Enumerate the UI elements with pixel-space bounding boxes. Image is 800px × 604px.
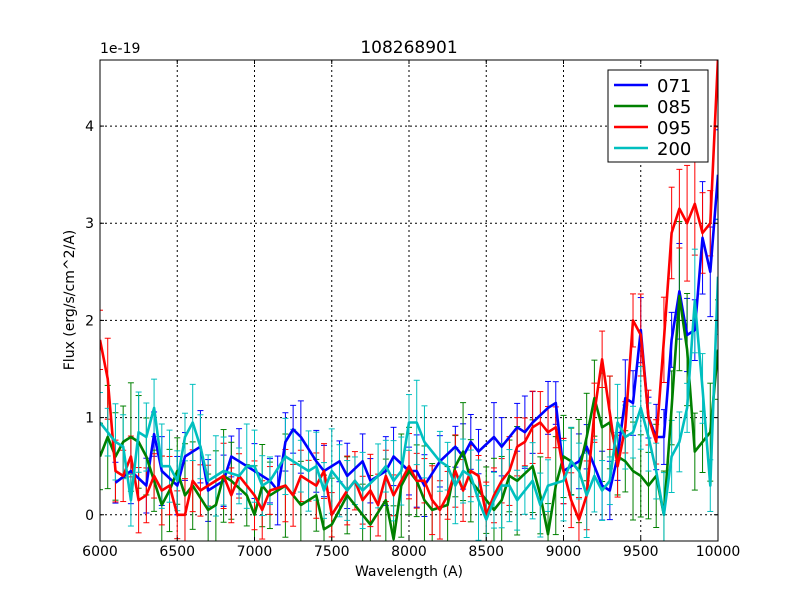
y-offset-label: 1e-19 [100,41,140,57]
x-tick-label: 9000 [546,544,582,560]
legend-label-071: 071 [657,76,691,97]
x-tick-label: 8000 [391,544,427,560]
axis-ticks: 6000 6500 7000 7500 8000 8500 9000 9500 10000 0 1 2… [82,60,740,560]
x-tick-label: 7500 [314,544,350,560]
x-tick-label: 6500 [159,544,195,560]
legend-label-095: 095 [657,118,691,139]
y-tick-label: 1 [85,411,94,427]
series-line-095 [100,60,718,521]
x-tick-label: 8500 [468,544,504,560]
y-tick-label: 3 [85,216,94,232]
y-tick-label: 4 [85,119,94,135]
x-tick-label: 10000 [696,544,741,560]
x-tick-label: 7000 [237,544,273,560]
y-tick-label: 0 [85,508,94,524]
x-tick-label: 6000 [82,544,118,560]
x-tick-label: 9500 [623,544,659,560]
x-axis-label: Wavelength (A) [355,564,463,580]
series-line-085 [100,294,718,541]
series-line-200 [100,276,718,521]
y-tick-label: 2 [85,313,94,329]
y-axis-label: Flux (erg/s/cm^2/A) [62,230,78,370]
series-lines [100,60,718,541]
legend-label-085: 085 [657,97,691,118]
chart-title: 108268901 [360,38,457,58]
legend-label-200: 200 [657,139,691,160]
